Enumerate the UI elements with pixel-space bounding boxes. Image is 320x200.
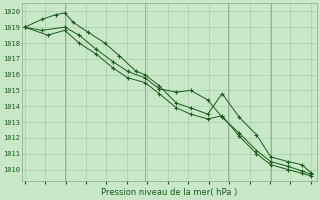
X-axis label: Pression niveau de la mer( hPa ): Pression niveau de la mer( hPa ): [101, 188, 237, 197]
